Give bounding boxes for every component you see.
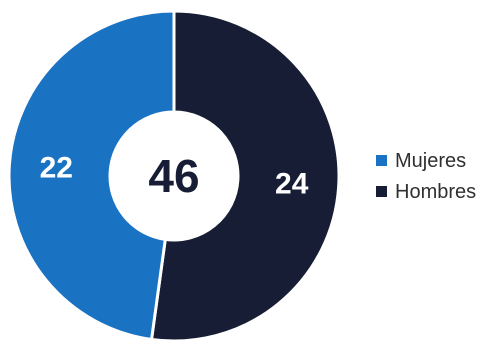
legend-item-mujeres: Mujeres: [376, 145, 476, 176]
slice-label-mujeres: 22: [40, 151, 73, 184]
legend-swatch-hombres: [376, 186, 387, 197]
legend-item-hombres: Hombres: [376, 176, 476, 207]
legend-swatch-mujeres: [376, 155, 387, 166]
legend-label-hombres: Hombres: [395, 180, 477, 203]
chart-legend: Mujeres Hombres: [376, 145, 476, 207]
legend-label-mujeres: Mujeres: [395, 149, 467, 172]
donut-center-total: 46: [148, 150, 199, 202]
donut-slice-hombres: [149, 9, 341, 341]
donut-slice-mujeres: [7, 9, 176, 341]
donut-slices: [7, 9, 341, 341]
donut-slice-labels: 24 22: [40, 151, 309, 200]
slice-label-hombres: 24: [275, 168, 309, 201]
